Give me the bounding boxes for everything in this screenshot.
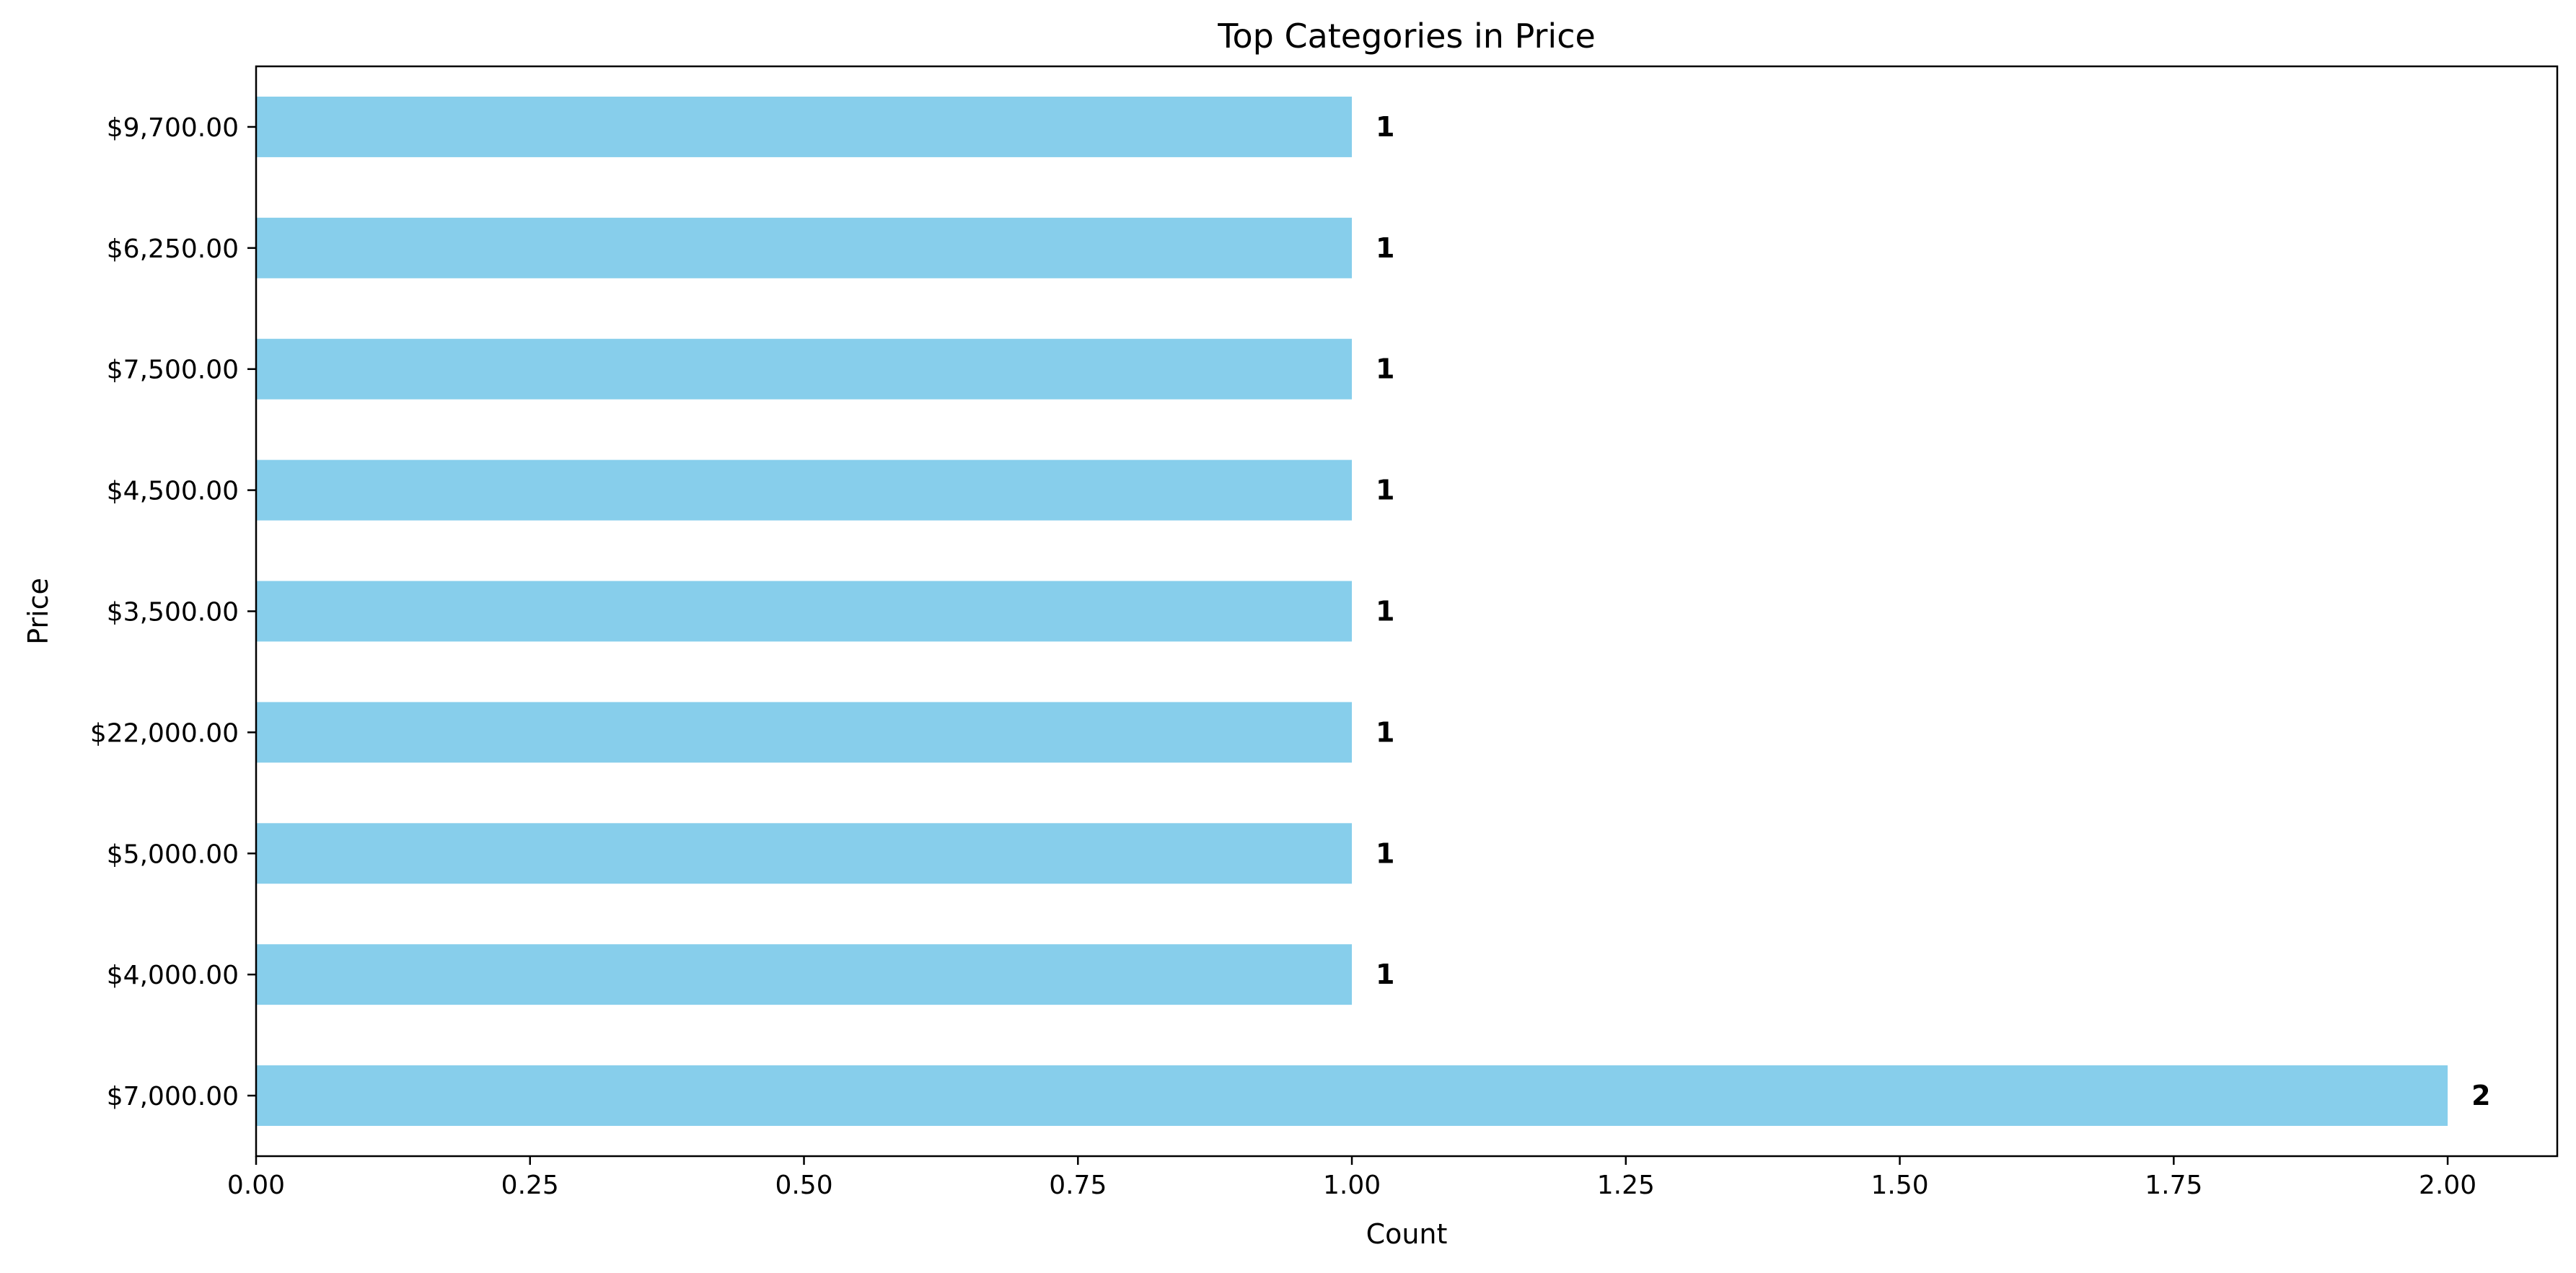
y-axis-label: Price <box>22 578 54 645</box>
y-tick-label: $4,500.00 <box>107 477 239 506</box>
data-labels-group: 2 1 1 1 1 1 1 1 1 <box>1376 111 2491 1111</box>
x-tick-label: 1.50 <box>1871 1171 1928 1200</box>
data-label: 1 <box>1376 959 1394 990</box>
x-axis-label: Count <box>1366 1218 1448 1250</box>
y-tick-label: $9,700.00 <box>107 113 239 143</box>
bar <box>256 96 1353 157</box>
data-label: 1 <box>1376 716 1394 748</box>
data-label: 1 <box>1376 475 1394 506</box>
x-tick-label: 0.50 <box>775 1171 832 1200</box>
plot-frame <box>255 65 2559 1158</box>
x-tick-label: 1.75 <box>2145 1171 2202 1200</box>
chart-title: Top Categories in Price <box>1217 17 1596 56</box>
bar <box>256 581 1353 642</box>
y-tick-label: $3,500.00 <box>107 598 239 627</box>
x-tick-label: 0.75 <box>1049 1171 1107 1200</box>
x-tick-label: 1.25 <box>1597 1171 1655 1200</box>
bar <box>256 944 1353 1005</box>
bars-group <box>256 96 2448 1127</box>
x-tick-label: 2.00 <box>2419 1171 2476 1200</box>
x-tick-label: 1.00 <box>1323 1171 1381 1200</box>
y-tick-label: $4,000.00 <box>107 961 239 990</box>
data-label: 1 <box>1376 353 1394 385</box>
data-label: 1 <box>1376 837 1394 869</box>
data-label: 1 <box>1376 596 1394 627</box>
bar <box>256 702 1353 763</box>
y-tick-label: $7,500.00 <box>107 356 239 385</box>
x-tick-label: 0.25 <box>501 1171 559 1200</box>
bar <box>256 338 1353 400</box>
y-tick-label: $5,000.00 <box>107 840 239 869</box>
x-tick-label: 0.00 <box>227 1171 285 1200</box>
bar <box>256 459 1353 521</box>
y-tick-label: $6,250.00 <box>107 234 239 264</box>
y-axis-ticks: $7,000.00 $4,000.00 $5,000.00 $22,000.00 $3,… <box>90 113 256 1111</box>
bar <box>256 217 1353 278</box>
y-tick-label: $22,000.00 <box>90 718 239 748</box>
data-label: 1 <box>1376 111 1394 143</box>
data-label: 1 <box>1376 232 1394 264</box>
data-label: 2 <box>2471 1080 2490 1111</box>
y-tick-label: $7,000.00 <box>107 1082 239 1111</box>
bar <box>256 1065 2448 1127</box>
bar <box>256 823 1353 884</box>
x-axis-ticks: 0.00 0.25 0.50 0.75 1.00 1.25 1.50 1.75 2.00 <box>227 1156 2476 1200</box>
